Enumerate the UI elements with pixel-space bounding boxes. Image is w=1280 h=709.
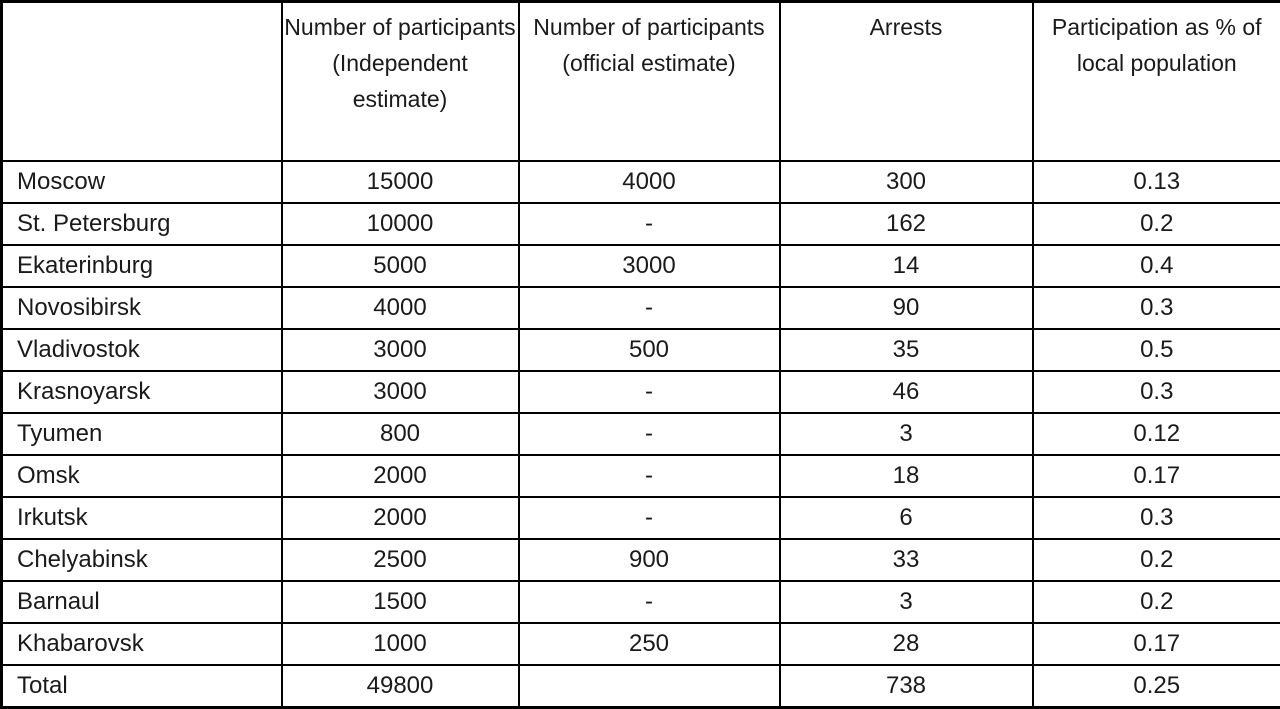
- participation-cell: 0.3: [1033, 497, 1280, 539]
- arrests-total-cell: 738: [780, 665, 1033, 708]
- independent-estimate-cell: 3000: [282, 371, 519, 413]
- city-cell: Barnaul: [2, 581, 282, 623]
- independent-estimate-total-cell: 49800: [282, 665, 519, 708]
- participation-cell: 0.3: [1033, 287, 1280, 329]
- city-cell: Novosibirsk: [2, 287, 282, 329]
- independent-estimate-cell: 1000: [282, 623, 519, 665]
- table-row-vladivostok: Vladivostok 3000 500 35 0.5: [2, 329, 1280, 371]
- arrests-cell: 46: [780, 371, 1033, 413]
- arrests-cell: 33: [780, 539, 1033, 581]
- table-row-barnaul: Barnaul 1500 - 3 0.2: [2, 581, 1280, 623]
- arrests-cell: 300: [780, 161, 1033, 203]
- independent-estimate-cell: 2000: [282, 497, 519, 539]
- arrests-cell: 90: [780, 287, 1033, 329]
- official-estimate-cell: -: [519, 371, 780, 413]
- table-row-khabarovsk: Khabarovsk 1000 250 28 0.17: [2, 623, 1280, 665]
- city-cell: Omsk: [2, 455, 282, 497]
- table-row-krasnoyarsk: Krasnoyarsk 3000 - 46 0.3: [2, 371, 1280, 413]
- table-header: Number of participants (Independent esti…: [2, 2, 1280, 162]
- independent-estimate-cell: 5000: [282, 245, 519, 287]
- independent-estimate-cell: 800: [282, 413, 519, 455]
- header-row: Number of participants (Independent esti…: [2, 2, 1280, 162]
- independent-estimate-cell: 10000: [282, 203, 519, 245]
- arrests-cell: 18: [780, 455, 1033, 497]
- city-cell: Krasnoyarsk: [2, 371, 282, 413]
- independent-estimate-cell: 15000: [282, 161, 519, 203]
- table-row-irkutsk: Irkutsk 2000 - 6 0.3: [2, 497, 1280, 539]
- official-estimate-cell: -: [519, 287, 780, 329]
- column-header-city: [2, 2, 282, 162]
- participation-cell: 0.2: [1033, 203, 1280, 245]
- official-estimate-cell: 250: [519, 623, 780, 665]
- official-estimate-cell: -: [519, 455, 780, 497]
- table-row-moscow: Moscow 15000 4000 300 0.13: [2, 161, 1280, 203]
- official-estimate-cell: -: [519, 581, 780, 623]
- official-estimate-cell: -: [519, 203, 780, 245]
- arrests-cell: 14: [780, 245, 1033, 287]
- arrests-cell: 6: [780, 497, 1033, 539]
- participation-cell: 0.4: [1033, 245, 1280, 287]
- independent-estimate-cell: 2500: [282, 539, 519, 581]
- official-estimate-total-cell: [519, 665, 780, 708]
- column-header-participation-percent: Participation as % of local population: [1033, 2, 1280, 162]
- independent-estimate-cell: 3000: [282, 329, 519, 371]
- column-header-official-estimate: Number of participants (official estimat…: [519, 2, 780, 162]
- table-row-tyumen: Tyumen 800 - 3 0.12: [2, 413, 1280, 455]
- table-row-omsk: Omsk 2000 - 18 0.17: [2, 455, 1280, 497]
- independent-estimate-cell: 2000: [282, 455, 519, 497]
- official-estimate-cell: 900: [519, 539, 780, 581]
- city-cell: Irkutsk: [2, 497, 282, 539]
- column-header-arrests: Arrests: [780, 2, 1033, 162]
- participation-cell: 0.5: [1033, 329, 1280, 371]
- column-header-independent-estimate: Number of participants (Independent esti…: [282, 2, 519, 162]
- independent-estimate-cell: 1500: [282, 581, 519, 623]
- official-estimate-cell: -: [519, 497, 780, 539]
- participation-total-cell: 0.25: [1033, 665, 1280, 708]
- total-label-cell: Total: [2, 665, 282, 708]
- arrests-cell: 28: [780, 623, 1033, 665]
- arrests-cell: 162: [780, 203, 1033, 245]
- official-estimate-cell: 3000: [519, 245, 780, 287]
- table-row-ekaterinburg: Ekaterinburg 5000 3000 14 0.4: [2, 245, 1280, 287]
- participation-cell: 0.17: [1033, 623, 1280, 665]
- participation-cell: 0.2: [1033, 581, 1280, 623]
- table-row-novosibirsk: Novosibirsk 4000 - 90 0.3: [2, 287, 1280, 329]
- arrests-cell: 3: [780, 581, 1033, 623]
- city-cell: Vladivostok: [2, 329, 282, 371]
- official-estimate-cell: -: [519, 413, 780, 455]
- city-cell: Tyumen: [2, 413, 282, 455]
- independent-estimate-cell: 4000: [282, 287, 519, 329]
- city-cell: Khabarovsk: [2, 623, 282, 665]
- city-cell: St. Petersburg: [2, 203, 282, 245]
- participation-cell: 0.3: [1033, 371, 1280, 413]
- participation-cell: 0.12: [1033, 413, 1280, 455]
- arrests-cell: 3: [780, 413, 1033, 455]
- arrests-cell: 35: [780, 329, 1033, 371]
- participation-cell: 0.2: [1033, 539, 1280, 581]
- table-row-st-petersburg: St. Petersburg 10000 - 162 0.2: [2, 203, 1280, 245]
- participation-cell: 0.17: [1033, 455, 1280, 497]
- official-estimate-cell: 4000: [519, 161, 780, 203]
- participation-cell: 0.13: [1033, 161, 1280, 203]
- table-row-total: Total 49800 738 0.25: [2, 665, 1280, 708]
- city-cell: Ekaterinburg: [2, 245, 282, 287]
- city-cell: Chelyabinsk: [2, 539, 282, 581]
- city-cell: Moscow: [2, 161, 282, 203]
- official-estimate-cell: 500: [519, 329, 780, 371]
- table-row-chelyabinsk: Chelyabinsk 2500 900 33 0.2: [2, 539, 1280, 581]
- table-body: Moscow 15000 4000 300 0.13 St. Petersbur…: [2, 161, 1280, 708]
